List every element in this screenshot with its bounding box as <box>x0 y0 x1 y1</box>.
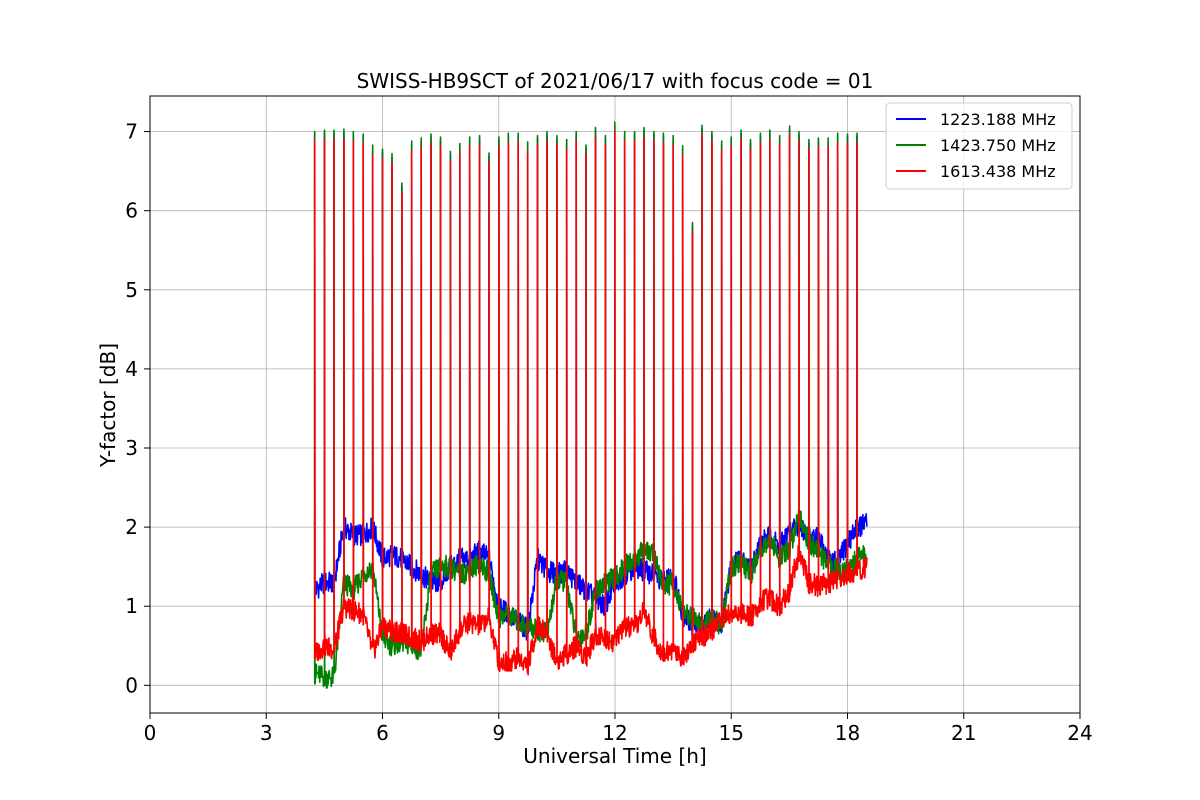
legend-label: 1613.438 MHz <box>940 162 1056 181</box>
x-tick-label: 21 <box>951 721 976 745</box>
y-tick-label: 5 <box>125 278 138 302</box>
chart-title: SWISS-HB9SCT of 2021/06/17 with focus co… <box>357 69 874 93</box>
x-tick-label: 6 <box>376 721 389 745</box>
x-tick-label: 24 <box>1067 721 1092 745</box>
series-line <box>313 130 868 676</box>
legend-label: 1423.750 MHz <box>940 136 1056 155</box>
x-axis: 0 3 6 9 12 15 18 21 24 <box>144 713 1093 745</box>
y-tick-label: 0 <box>125 673 138 697</box>
y-tick-label: 7 <box>125 120 138 144</box>
y-tick-label: 6 <box>125 199 138 223</box>
y-axis: 0 1 2 3 4 5 6 7 <box>125 120 150 697</box>
x-tick-label: 9 <box>492 721 505 745</box>
x-tick-label: 0 <box>144 721 157 745</box>
x-axis-label: Universal Time [h] <box>523 744 706 768</box>
legend: 1223.188 MHz 1423.750 MHz 1613.438 MHz <box>885 102 1073 190</box>
series-layer <box>313 121 868 689</box>
legend-label: 1223.188 MHz <box>940 110 1056 129</box>
y-tick-label: 2 <box>125 515 138 539</box>
x-tick-label: 12 <box>602 721 627 745</box>
y-tick-label: 3 <box>125 436 138 460</box>
y-axis-label: Y-factor [dB] <box>96 343 120 468</box>
y-tick-label: 4 <box>125 357 138 381</box>
x-tick-label: 15 <box>719 721 744 745</box>
x-tick-label: 3 <box>260 721 273 745</box>
x-tick-label: 18 <box>835 721 860 745</box>
series-line <box>313 124 868 641</box>
y-tick-label: 1 <box>125 594 138 618</box>
legend-box <box>885 102 1073 190</box>
